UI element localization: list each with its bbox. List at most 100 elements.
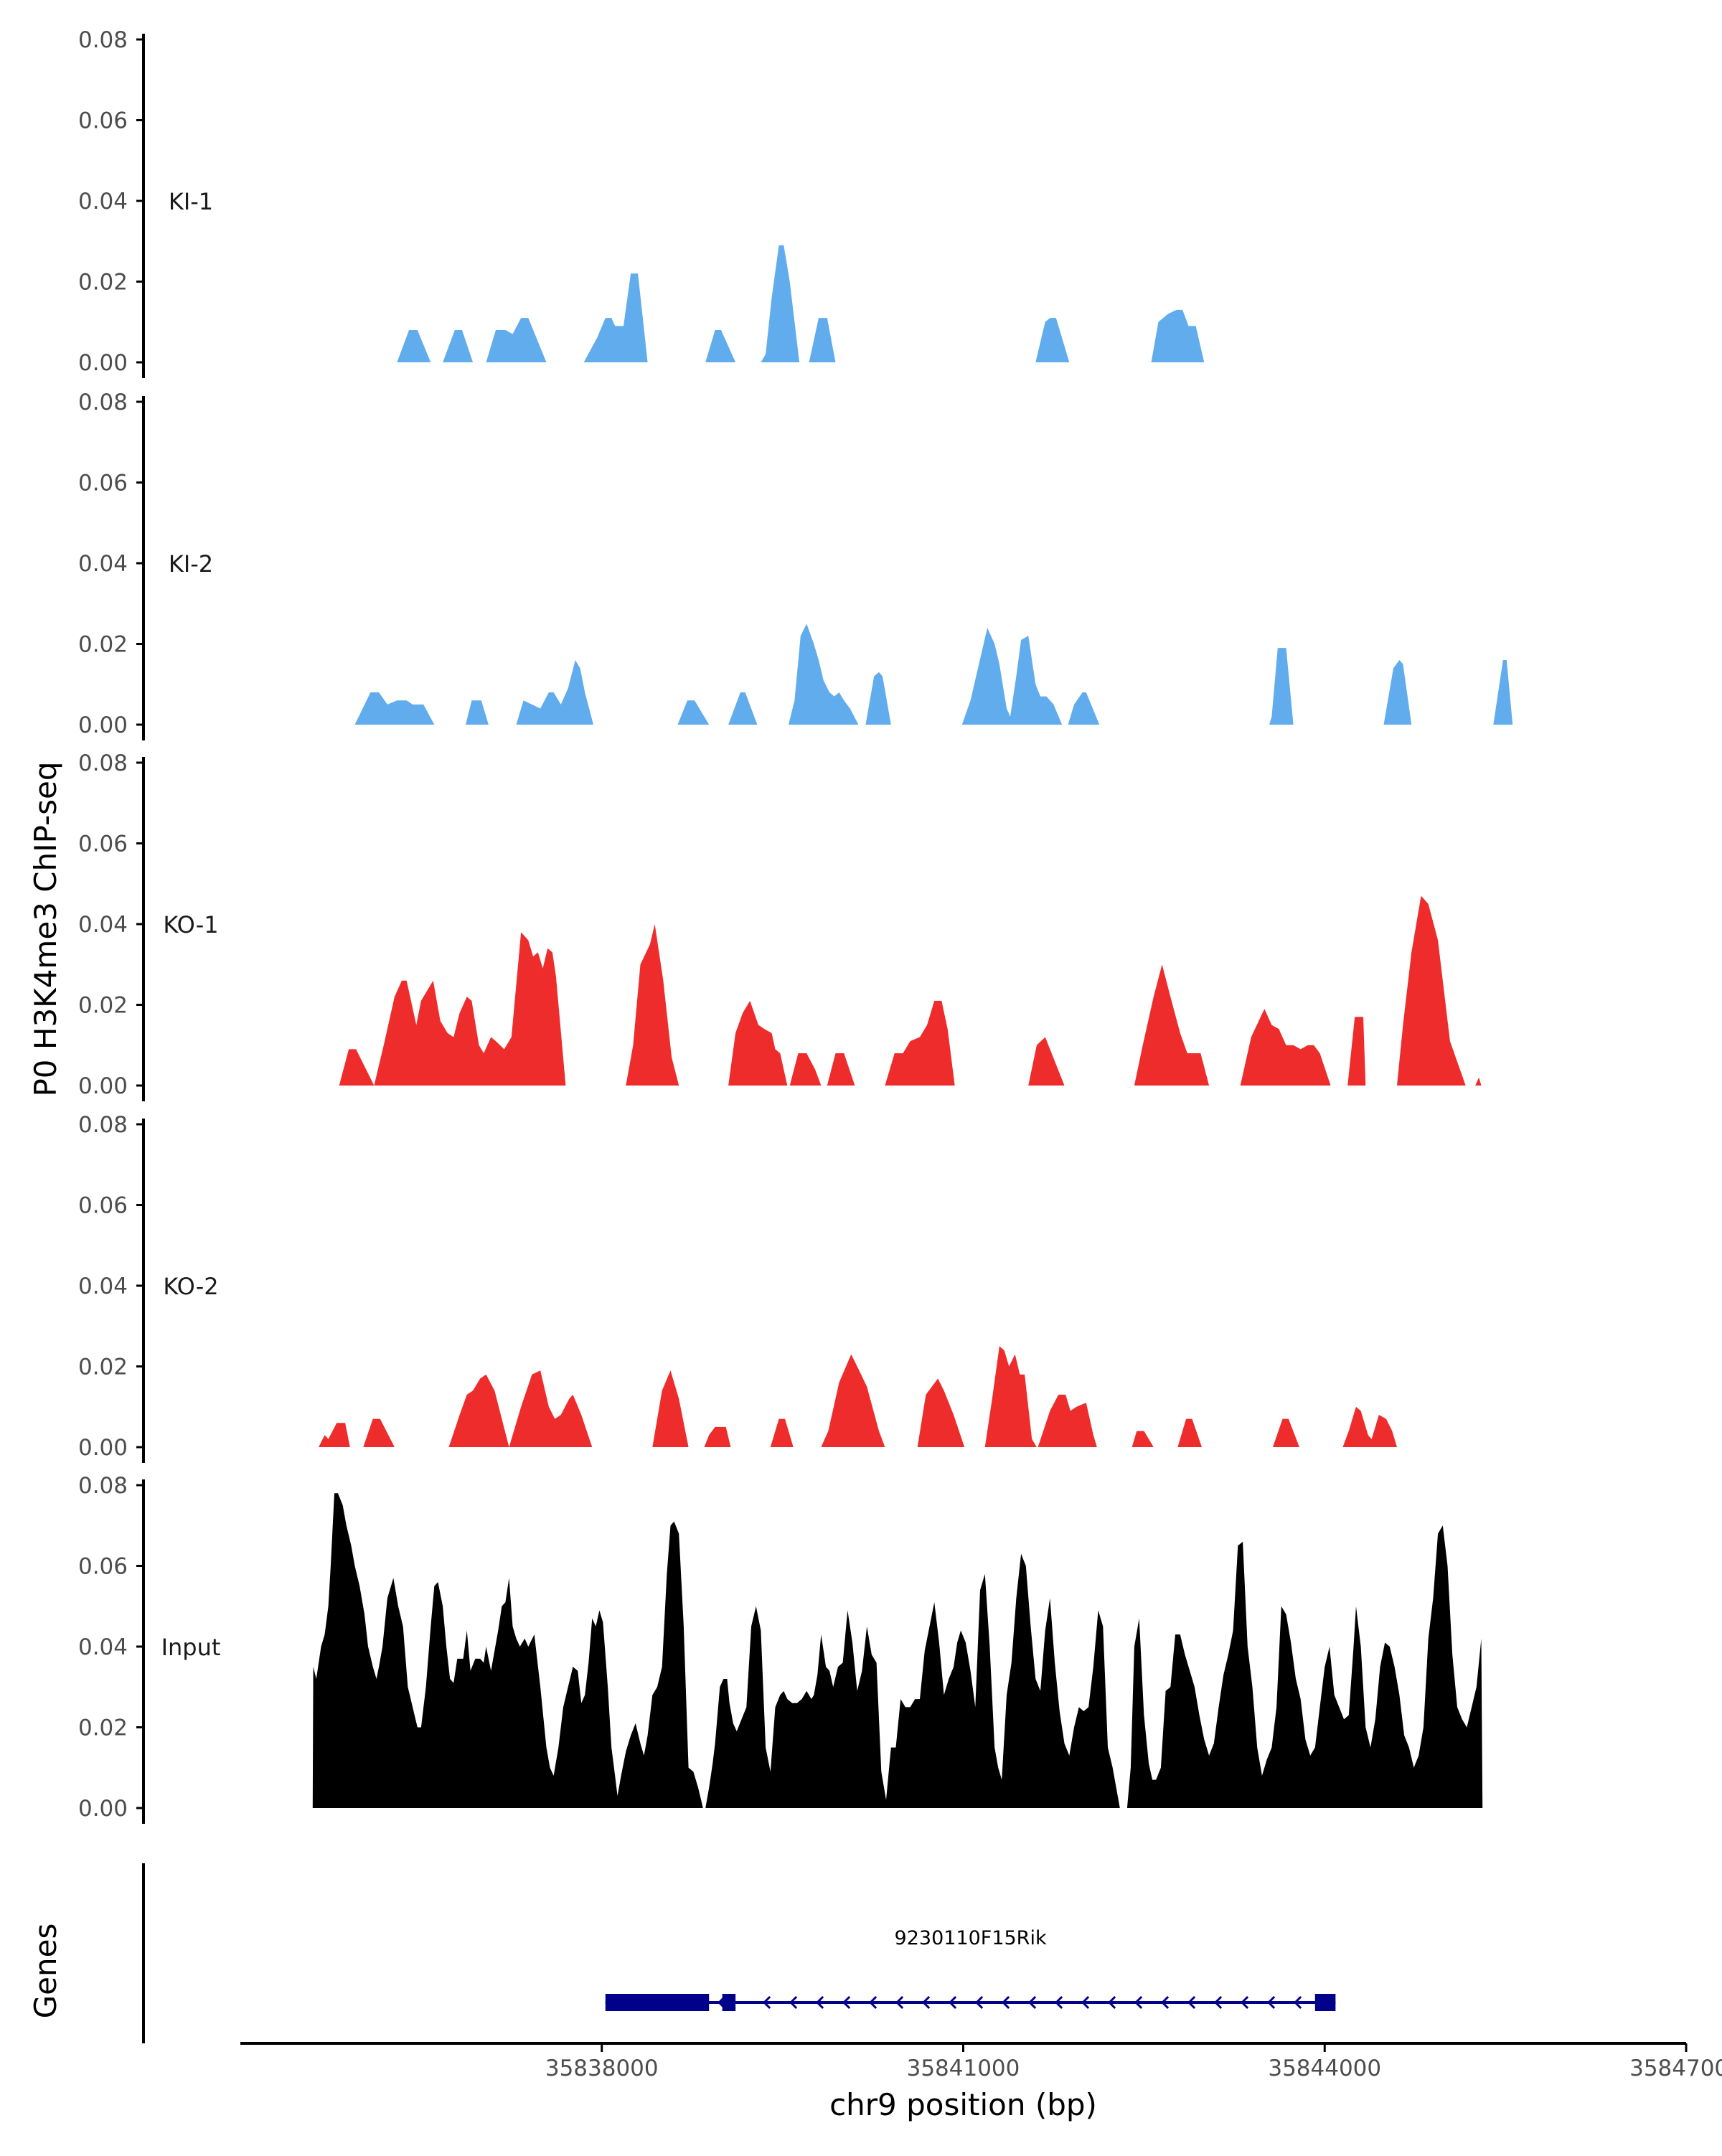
coverage-area <box>1342 1406 1397 1447</box>
y-tick-label: 0.06 <box>78 471 128 496</box>
y-tick-label: 0.04 <box>78 1634 128 1660</box>
coverage-area <box>1240 1009 1331 1086</box>
strand-arrow <box>789 1995 798 2010</box>
y-tick-label: 0.04 <box>78 551 128 577</box>
strand-arrow <box>1002 1995 1010 2010</box>
track-label-ki-1: KI-1 <box>169 188 213 215</box>
track-panel-ki-2: 0.00 0.02 0.04 0.06 0.08 KI-2 <box>78 390 1513 740</box>
y-tick-label: 0.00 <box>78 1073 128 1099</box>
strand-arrow <box>1187 1995 1196 2010</box>
coverage-area <box>486 318 547 362</box>
coverage-area <box>761 245 800 362</box>
strand-arrow <box>1134 1995 1143 2010</box>
track-panel-ki-1: 0.00 0.02 0.04 0.06 0.08 KI-1 <box>78 27 1205 378</box>
coverage-area <box>1269 648 1294 725</box>
coverage-area <box>705 330 736 362</box>
coverage-area <box>1035 318 1070 362</box>
coverage-area <box>374 932 566 1086</box>
track-label-ki-2: KI-2 <box>169 550 213 578</box>
y-tick-label: 0.02 <box>78 632 128 658</box>
coverage-area <box>704 1426 731 1447</box>
coverage-area <box>1397 895 1466 1086</box>
strand-arrow <box>895 1995 904 2010</box>
y-tick-label: 0.06 <box>78 832 128 857</box>
y-tick-label: 0.06 <box>78 1193 128 1219</box>
coverage-area <box>319 1423 350 1447</box>
coverage-area <box>626 924 679 1086</box>
coverage-area <box>821 1354 885 1447</box>
y-tick-label: 0.08 <box>78 1473 128 1499</box>
coverage-area <box>984 1346 1037 1447</box>
coverage-area <box>728 1000 788 1086</box>
coverage-area <box>339 1049 375 1086</box>
y-tick-label: 0.08 <box>78 1112 128 1138</box>
coverage-area <box>448 1374 509 1447</box>
coverage-area <box>1126 1525 1483 1808</box>
coverage-area <box>443 330 474 362</box>
gene-panel: 9230110F15Rik <box>142 1863 1336 2043</box>
strand-arrow <box>1081 1995 1090 2010</box>
strand-arrow <box>1294 1995 1302 2010</box>
y-tick-label: 0.00 <box>78 350 128 376</box>
y-tick-label: 0.02 <box>78 1355 128 1380</box>
strand-arrow <box>1241 1995 1249 2010</box>
x-tick-label: 35847000 <box>1629 2056 1722 2081</box>
coverage-area <box>583 273 648 362</box>
genes-axis-title: Genes <box>28 1924 63 2019</box>
y-tick-label: 0.08 <box>78 27 128 53</box>
x-tick-label: 35841000 <box>907 2056 1020 2081</box>
y-tick-label: 0.02 <box>78 1715 128 1741</box>
track-label-ko-2: KO-2 <box>163 1273 218 1300</box>
coverage-area <box>1068 692 1100 725</box>
coverage-area <box>312 1493 703 1808</box>
coverage-area <box>1347 1017 1366 1086</box>
coverage-area <box>363 1418 395 1447</box>
coverage-area <box>1273 1418 1299 1447</box>
coverage-area <box>705 1553 1120 1808</box>
x-tick-label: 35838000 <box>545 2056 659 2081</box>
coverage-area <box>789 1053 822 1086</box>
x-axis-title: chr9 position (bp) <box>829 2087 1097 2122</box>
strand-arrow <box>1267 1995 1276 2010</box>
strand-arrow <box>949 1995 957 2010</box>
coverage-area <box>1383 660 1412 725</box>
coverage-area <box>652 1370 689 1447</box>
coverage-area <box>509 1370 593 1447</box>
x-tick-label: 35844000 <box>1268 2056 1381 2081</box>
strand-arrow <box>816 1995 824 2010</box>
y-tick-label: 0.00 <box>78 712 128 738</box>
y-tick-label: 0.04 <box>78 1274 128 1299</box>
y-tick-label: 0.04 <box>78 189 128 215</box>
coverage-area <box>1177 1418 1202 1447</box>
y-tick-label: 0.08 <box>78 390 128 415</box>
tracks-layer: 0.00 0.02 0.04 0.06 0.08 KI-1 0.00 0.02 0.04 0.06… <box>78 27 1513 1824</box>
coverage-area <box>1131 1431 1154 1447</box>
coverage-area <box>961 628 1063 725</box>
strand-arrow <box>1214 1995 1223 2010</box>
coverage-area <box>397 330 431 362</box>
gene-exon <box>722 1994 736 2011</box>
coverage-area <box>466 700 489 725</box>
strand-arrow <box>1055 1995 1063 2010</box>
coverage-area <box>728 692 758 725</box>
coverage-area <box>885 1000 955 1086</box>
coverage-area <box>789 623 859 725</box>
coverage-area <box>770 1418 794 1447</box>
strand-arrow <box>1028 1995 1037 2010</box>
coverage-area <box>1144 309 1205 362</box>
track-panel-input: 0.00 0.02 0.04 0.06 0.08 Input <box>78 1473 1483 1824</box>
strand-arrow <box>922 1995 931 2010</box>
coverage-area <box>516 660 593 725</box>
coverage-area <box>354 692 435 725</box>
coverage-area <box>809 318 836 362</box>
strand-arrow <box>869 1995 878 2010</box>
y-tick-label: 0.00 <box>78 1435 128 1461</box>
strand-arrow <box>763 1995 771 2010</box>
coverage-area <box>677 700 710 725</box>
y-tick-label: 0.02 <box>78 993 128 1019</box>
y-tick-label: 0.02 <box>78 270 128 296</box>
y-tick-label: 0.04 <box>78 912 128 938</box>
y-tick-label: 0.06 <box>78 108 128 134</box>
